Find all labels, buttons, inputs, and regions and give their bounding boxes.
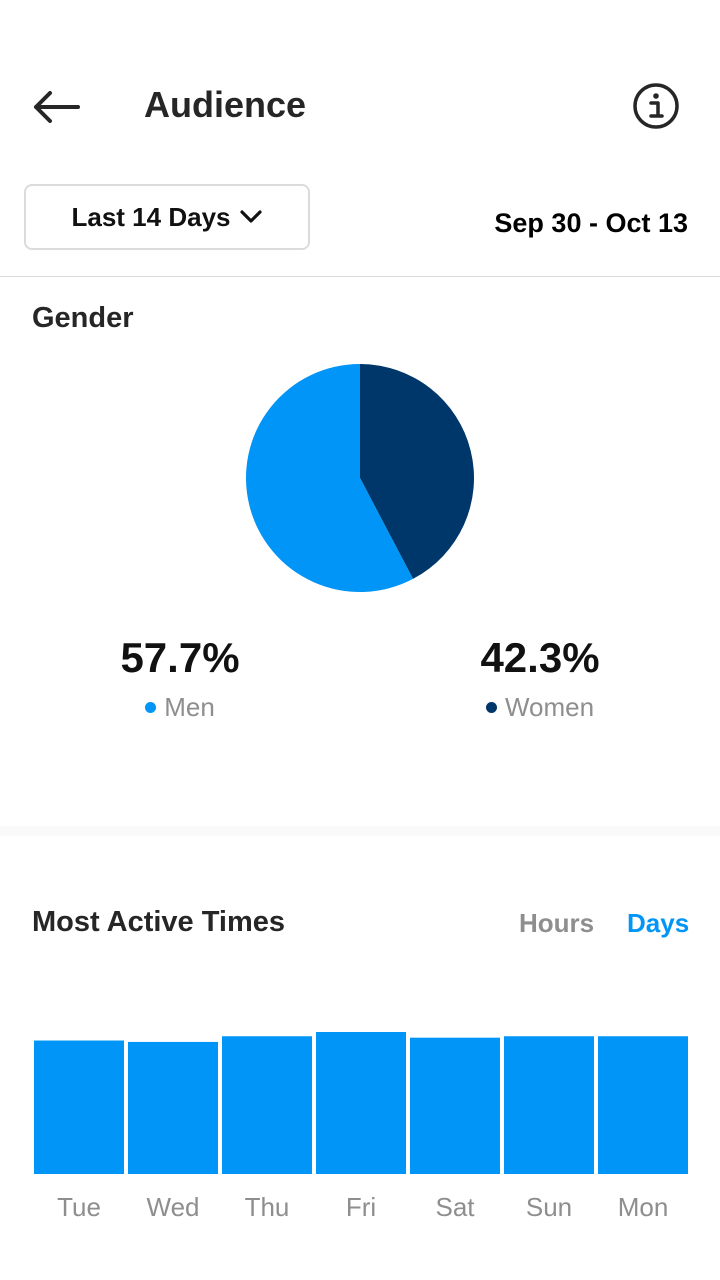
- most-active-times-title: Most Active Times: [32, 906, 286, 938]
- men-percentage: 57.7%: [120, 634, 240, 681]
- pie-slice-men: [246, 364, 414, 592]
- gender-pie-chart: [244, 362, 476, 594]
- top-bar: Audience: [0, 0, 720, 180]
- chevron-down-icon: [240, 210, 263, 223]
- bar-label-fri: Fri: [346, 1192, 376, 1222]
- days-toggle[interactable]: Days: [627, 908, 690, 938]
- bar-thu[interactable]: [222, 1036, 312, 1174]
- most-active-days-chart: Tue Wed Thu Fri Sat Sun Mon: [0, 990, 720, 1240]
- bar-mon[interactable]: [598, 1036, 688, 1174]
- bar-label-sun: Sun: [526, 1192, 572, 1222]
- pie-slice-women: [360, 364, 474, 579]
- section-divider: [0, 276, 720, 277]
- men-stat: 57.7% Men: [80, 634, 280, 723]
- women-label: Women: [504, 692, 595, 722]
- gender-section-title: Gender: [32, 302, 134, 334]
- bar-label-sat: Sat: [435, 1192, 475, 1222]
- date-range-dropdown[interactable]: Last 14 Days: [24, 184, 310, 250]
- back-button[interactable]: [28, 82, 84, 132]
- info-circle-icon: [633, 83, 679, 129]
- bar-wed[interactable]: [128, 1041, 218, 1174]
- bar-label-mon: Mon: [618, 1192, 669, 1222]
- page-title: Audience: [144, 84, 307, 125]
- hours-toggle[interactable]: Hours: [519, 908, 595, 938]
- bar-sat[interactable]: [410, 1037, 500, 1174]
- bar-label-thu: Thu: [245, 1192, 290, 1222]
- date-range-dropdown-label: Last 14 Days: [71, 201, 231, 232]
- bar-sun[interactable]: [504, 1036, 594, 1174]
- bar-label-wed: Wed: [147, 1192, 200, 1222]
- info-button[interactable]: [628, 78, 684, 134]
- bar-label-tue: Tue: [57, 1192, 101, 1222]
- men-legend-dot: [145, 702, 157, 713]
- women-percentage: 42.3%: [480, 634, 600, 681]
- bar-fri[interactable]: [316, 1032, 406, 1174]
- arrow-left-icon: [34, 91, 80, 123]
- date-range-text: Sep 30 - Oct 13: [494, 208, 688, 238]
- section-separator-band: [0, 826, 720, 836]
- women-legend-dot: [485, 702, 497, 713]
- women-stat: 42.3% Women: [440, 634, 640, 723]
- men-label: Men: [164, 692, 215, 722]
- bar-tue[interactable]: [34, 1040, 124, 1174]
